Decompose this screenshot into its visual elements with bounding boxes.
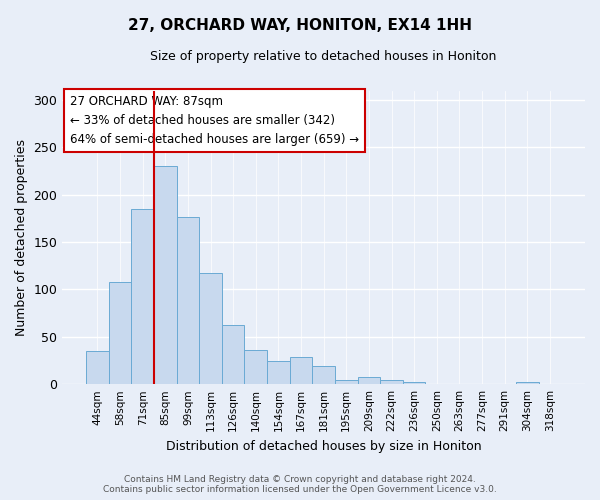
Bar (199, 274, 222, 384)
Bar (380, 380, 403, 384)
Bar (335, 380, 358, 384)
Bar (358, 376, 380, 384)
Bar (131, 209, 154, 384)
Bar (403, 382, 425, 384)
Text: 27, ORCHARD WAY, HONITON, EX14 1HH: 27, ORCHARD WAY, HONITON, EX14 1HH (128, 18, 472, 32)
Bar (267, 360, 290, 384)
Bar (516, 382, 539, 384)
Bar (313, 366, 335, 384)
Bar (154, 166, 176, 384)
Bar (86, 351, 109, 384)
Bar (176, 218, 199, 384)
X-axis label: Distribution of detached houses by size in Honiton: Distribution of detached houses by size … (166, 440, 481, 452)
Bar (244, 350, 267, 384)
Text: Contains HM Land Registry data © Crown copyright and database right 2024.
Contai: Contains HM Land Registry data © Crown c… (103, 474, 497, 494)
Bar (222, 326, 244, 384)
Title: Size of property relative to detached houses in Honiton: Size of property relative to detached ho… (151, 50, 497, 63)
Text: 27 ORCHARD WAY: 87sqm
← 33% of detached houses are smaller (342)
64% of semi-det: 27 ORCHARD WAY: 87sqm ← 33% of detached … (70, 95, 359, 146)
Bar (109, 282, 131, 384)
Bar (290, 356, 313, 384)
Y-axis label: Number of detached properties: Number of detached properties (15, 139, 28, 336)
